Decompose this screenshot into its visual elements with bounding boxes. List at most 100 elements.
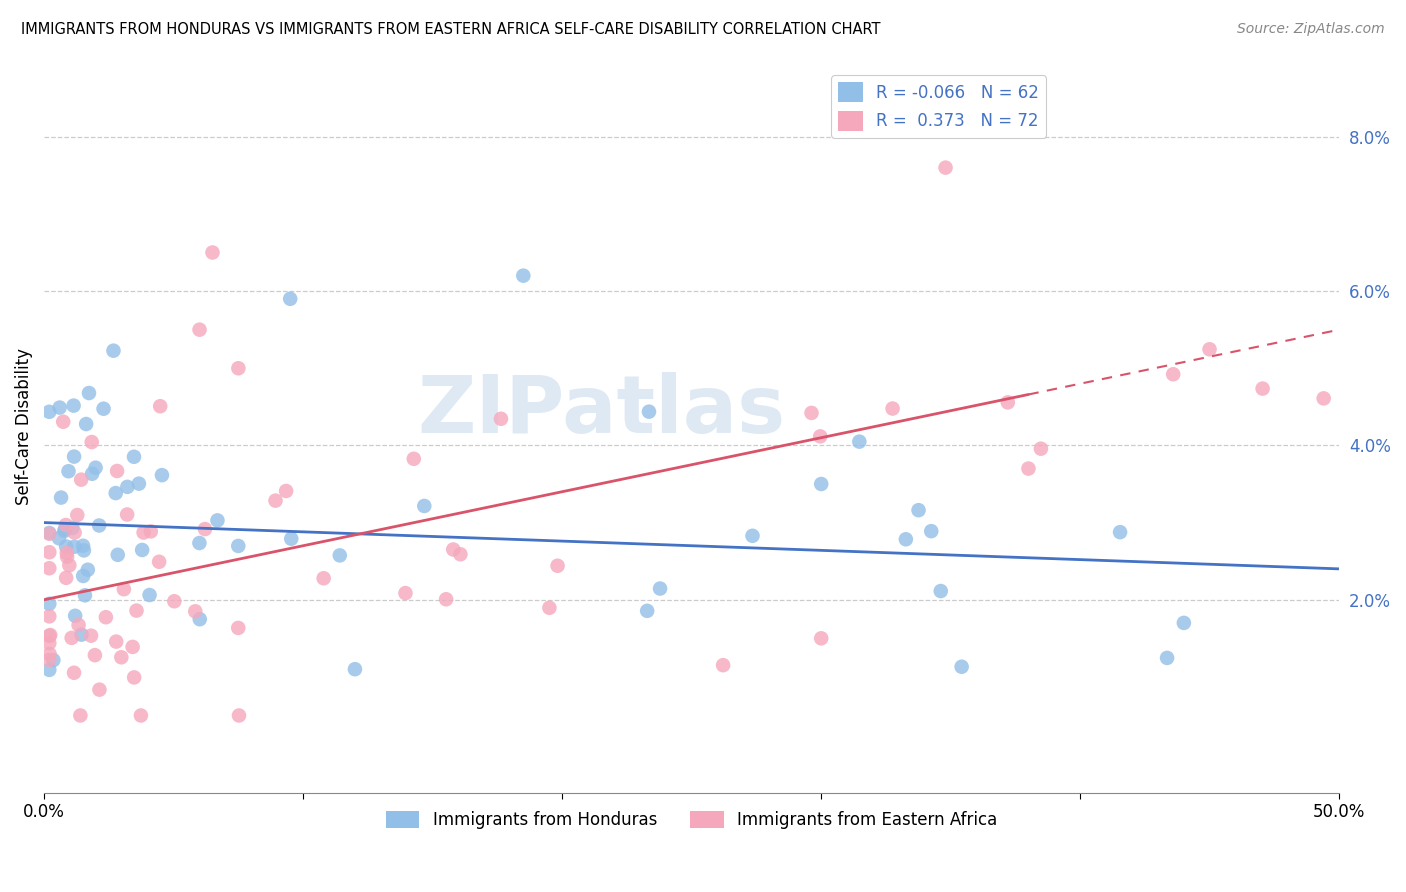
Point [38, 629, 60, 643]
Point [882, 401, 904, 416]
Point [62, 399, 84, 413]
Point [72, 569, 94, 583]
Point [38, 405, 60, 419]
Point [38, 636, 60, 650]
Point [402, 451, 425, 466]
Point [122, 450, 145, 464]
Point [638, 404, 661, 418]
Point [264, 493, 287, 508]
Point [73, 543, 96, 558]
Point [950, 659, 973, 673]
Point [131, 543, 153, 558]
Point [800, 406, 823, 420]
Point [741, 529, 763, 543]
Point [929, 584, 952, 599]
Point [1109, 525, 1132, 540]
Point [58, 558, 80, 573]
Point [711, 658, 734, 673]
Point [129, 708, 152, 723]
Point [93, 401, 115, 416]
Point [58, 464, 80, 478]
Point [84, 460, 107, 475]
Point [38, 545, 60, 559]
Point [89, 682, 111, 697]
Point [188, 536, 211, 550]
Point [149, 399, 172, 413]
Point [48, 401, 70, 415]
Y-axis label: Self-Care Disability: Self-Care Disability [15, 348, 32, 505]
Point [60, 521, 83, 535]
Point [226, 621, 249, 635]
Point [1312, 392, 1334, 406]
Point [228, 361, 250, 376]
Point [38, 663, 60, 677]
Point [39, 628, 62, 642]
Point [188, 323, 211, 337]
Point [148, 555, 170, 569]
Point [110, 650, 132, 665]
Point [53, 522, 76, 536]
Point [38, 647, 60, 661]
Point [48, 531, 70, 545]
Point [70, 473, 93, 487]
Point [80, 629, 103, 643]
Point [907, 503, 929, 517]
Point [122, 670, 145, 684]
Point [38, 561, 60, 575]
Point [67, 618, 90, 632]
Point [70, 627, 93, 641]
Point [808, 429, 831, 443]
Point [121, 640, 143, 654]
Point [84, 648, 107, 662]
Point [73, 588, 96, 602]
Point [55, 540, 77, 554]
Point [1029, 442, 1052, 456]
Point [38, 526, 60, 541]
Point [117, 480, 139, 494]
Point [56, 549, 79, 564]
Point [138, 588, 160, 602]
Point [1156, 651, 1178, 665]
Point [207, 513, 229, 527]
Point [75, 417, 97, 431]
Point [188, 612, 211, 626]
Point [150, 468, 173, 483]
Point [38, 609, 60, 624]
Point [329, 549, 352, 563]
Point [547, 558, 569, 573]
Point [112, 582, 135, 597]
Point [163, 594, 186, 608]
Point [810, 477, 832, 491]
Point [55, 546, 77, 560]
Point [226, 539, 249, 553]
Point [538, 600, 561, 615]
Point [201, 245, 224, 260]
Point [63, 540, 86, 554]
Point [434, 592, 457, 607]
Point [55, 571, 77, 585]
Point [69, 708, 91, 723]
Point [104, 486, 127, 500]
Point [935, 161, 957, 175]
Point [77, 386, 100, 401]
Point [489, 411, 512, 425]
Point [810, 632, 832, 646]
Point [42, 653, 65, 667]
Point [920, 524, 942, 538]
Point [38, 526, 60, 541]
Point [55, 518, 77, 533]
Legend: Immigrants from Honduras, Immigrants from Eastern Africa: Immigrants from Honduras, Immigrants fro… [380, 804, 1004, 836]
Point [105, 464, 128, 478]
Point [1198, 343, 1220, 357]
Point [1173, 615, 1195, 630]
Point [72, 539, 94, 553]
Text: IMMIGRANTS FROM HONDURAS VS IMMIGRANTS FROM EASTERN AFRICA SELF-CARE DISABILITY : IMMIGRANTS FROM HONDURAS VS IMMIGRANTS F… [21, 22, 880, 37]
Point [1161, 368, 1184, 382]
Text: Source: ZipAtlas.com: Source: ZipAtlas.com [1237, 22, 1385, 37]
Point [105, 634, 128, 648]
Point [278, 292, 301, 306]
Text: ZIPatlas: ZIPatlas [418, 373, 785, 450]
Point [63, 665, 86, 680]
Point [60, 631, 83, 645]
Point [274, 483, 297, 498]
